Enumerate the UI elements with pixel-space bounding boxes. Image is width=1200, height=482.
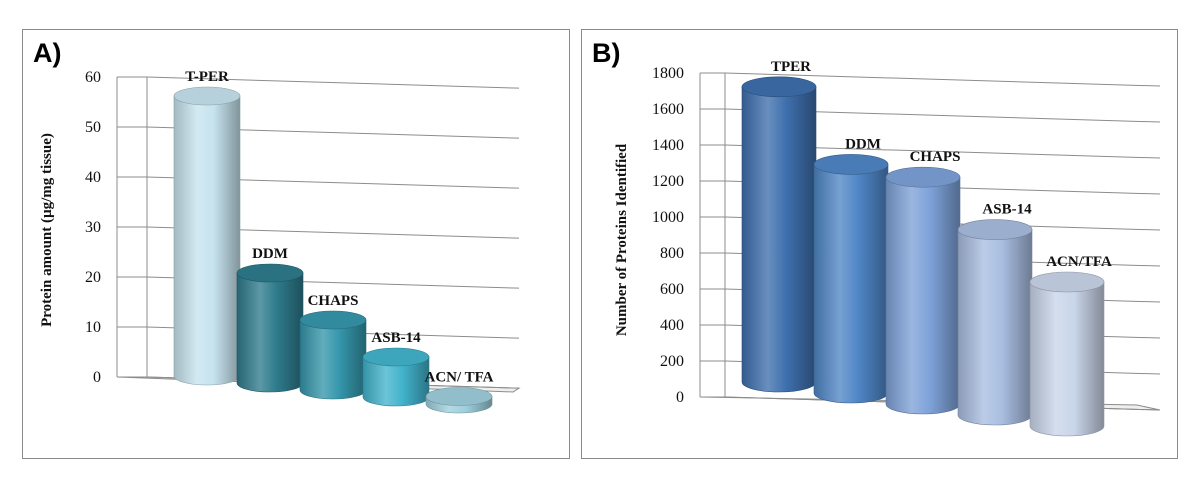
y-tick-label: 1800 <box>652 65 684 82</box>
bar-top <box>885 166 961 188</box>
bar-1 <box>741 76 817 393</box>
y-tick-label: 40 <box>85 169 101 186</box>
bar-4 <box>957 219 1033 426</box>
category-label: ACN/ TFA <box>424 370 493 386</box>
chart-b-svg: 0 200 400 600 800 1000 1200 1400 1600 1800 Number … <box>614 59 1161 437</box>
bar-3 <box>299 310 367 400</box>
bar-top <box>957 219 1033 240</box>
category-label: DDM <box>252 246 288 262</box>
bar-body <box>957 229 1033 426</box>
y-tick-label: 600 <box>660 281 684 298</box>
y-tick-label: 10 <box>85 319 101 336</box>
bar-top <box>299 310 367 330</box>
bar-top <box>362 347 430 367</box>
category-label: TPER <box>771 59 811 75</box>
bar-body <box>236 272 304 393</box>
category-label: ASB-14 <box>371 330 421 346</box>
y-tick-label: 50 <box>85 119 101 136</box>
category-label: T-PER <box>185 69 229 85</box>
y-tick-label: 200 <box>660 353 684 370</box>
category-label: ACN/TFA <box>1046 254 1112 270</box>
bar-3 <box>885 166 961 415</box>
panel-label-a: A) <box>33 38 62 68</box>
bar-top <box>813 154 889 175</box>
y-tick-label: 400 <box>660 317 684 334</box>
bar-body <box>813 164 889 404</box>
bar-top <box>173 86 241 106</box>
y-tick-label: 30 <box>85 219 101 236</box>
bar-5 <box>1029 271 1105 437</box>
y-tick-label: 800 <box>660 245 684 262</box>
category-label: ASB-14 <box>982 202 1032 218</box>
y-tick-label: 0 <box>676 389 684 406</box>
bar-body <box>741 86 817 393</box>
y-axis-title: Number of Proteins Identified <box>614 143 630 336</box>
y-tick-label: 1600 <box>652 101 684 118</box>
bar-4 <box>362 347 430 407</box>
y-tick-label: 20 <box>85 269 101 286</box>
bar-top <box>1029 271 1105 293</box>
bar-2 <box>236 263 304 393</box>
bar-5 <box>425 387 493 414</box>
bar-top <box>741 76 817 98</box>
y-tick-label: 1200 <box>652 173 684 190</box>
y-tick-label: 60 <box>85 69 101 86</box>
bar-body <box>885 176 961 415</box>
chart-a-svg: 0 10 20 30 40 50 60 Protein amount (µg/mg tissu… <box>39 69 521 414</box>
bar-top <box>425 387 493 406</box>
bar-top <box>236 263 304 283</box>
bar-body <box>173 95 241 386</box>
chart-panel-a: A) 0 10 20 30 40 50 60 Protein amount (µg/mg ti… <box>22 29 570 459</box>
chart-panel-b: B) 0 200 400 600 800 1000 1200 1400 1600 1800 Numb… <box>581 29 1178 459</box>
y-tick-label: 1400 <box>652 137 684 154</box>
category-label: CHAPS <box>910 149 961 165</box>
bar-body <box>1029 281 1105 437</box>
panel-label-b: B) <box>592 38 621 68</box>
bar-1 <box>173 86 241 386</box>
category-label: DDM <box>845 136 881 152</box>
y-axis-title: Protein amount (µg/mg tissue) <box>39 133 55 327</box>
y-tick-label: 1000 <box>652 209 684 226</box>
bar-2 <box>813 154 889 404</box>
y-tick-label: 0 <box>93 369 101 386</box>
bar-body <box>299 319 367 400</box>
category-label: CHAPS <box>308 293 359 309</box>
